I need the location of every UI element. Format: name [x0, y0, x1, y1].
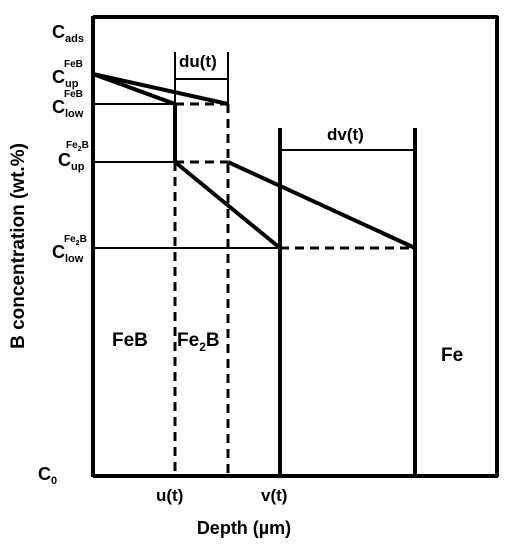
- dv-label: dv(t): [327, 125, 364, 144]
- fe-phase-label: Fe: [441, 345, 463, 366]
- c-up-feb-label: Cup: [52, 67, 79, 90]
- fe2b-phase-label: Fe2B: [177, 330, 220, 354]
- c-up-fe2b-sup: Fe2B: [66, 140, 89, 153]
- feb-profile-tdt: [92, 72, 229, 106]
- v-label: v(t): [261, 486, 287, 505]
- c-low-fe2b-label: Clow: [52, 242, 84, 265]
- fe2b-profile-tdt: [227, 160, 416, 250]
- c-ads-label: Cads: [52, 22, 84, 45]
- c-low-feb-sup: FeB: [64, 89, 83, 100]
- c-0-label: C0: [38, 464, 57, 487]
- x-axis-title: Depth (µm): [197, 518, 291, 538]
- c-low-feb-label: Clow: [52, 97, 84, 120]
- fe2b-profile-t: [173, 160, 282, 250]
- feb-phase-label: FeB: [112, 330, 148, 351]
- c-up-feb-sup: FeB: [64, 59, 83, 70]
- du-label: du(t): [179, 52, 217, 71]
- c-up-fe2b-label: Cup: [58, 150, 85, 173]
- u-label: u(t): [156, 486, 183, 505]
- c-low-fe2b-sup: Fe2B: [64, 234, 87, 247]
- y-axis-title: B concentration (wt.%): [8, 143, 29, 349]
